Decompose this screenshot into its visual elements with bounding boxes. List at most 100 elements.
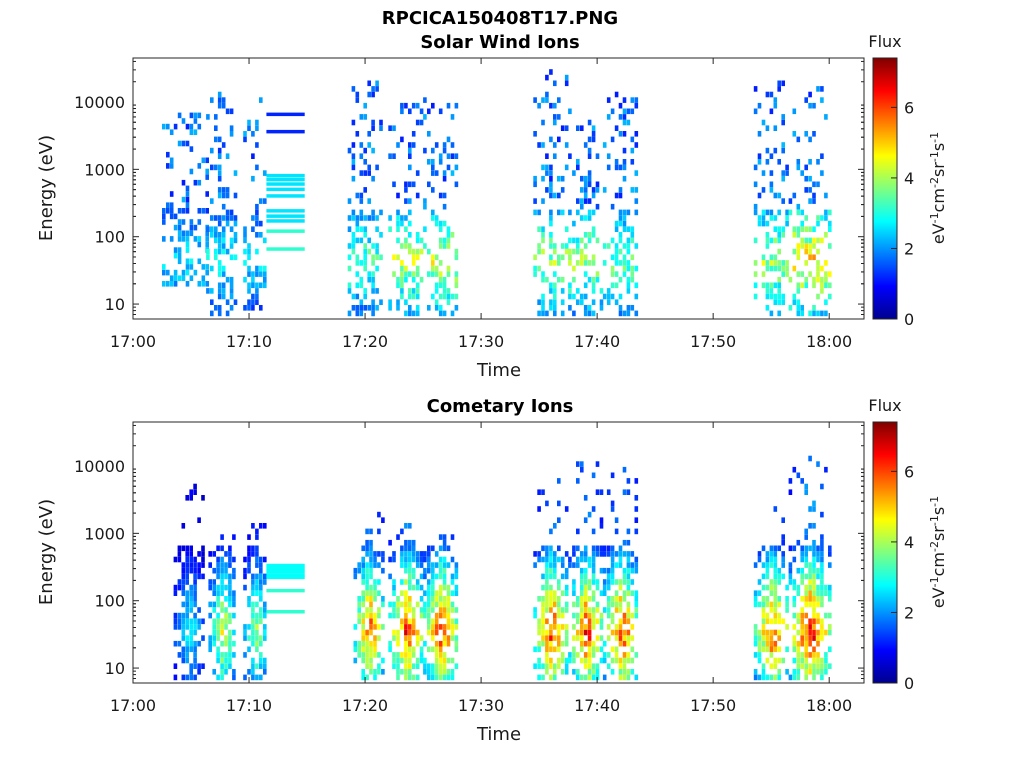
flux-cell: [800, 579, 804, 585]
flux-cell: [427, 562, 431, 568]
flux-cell: [189, 669, 193, 675]
flux-cell: [549, 567, 553, 574]
flux-cell: [400, 556, 404, 563]
calibration-line: [266, 173, 305, 178]
flux-cell: [408, 288, 412, 294]
flux-cell: [560, 640, 565, 647]
flux-cell: [796, 136, 801, 143]
calibration-line: [266, 563, 305, 568]
flux-cell: [251, 618, 255, 625]
flux-cell: [591, 596, 596, 602]
flux-cell: [404, 310, 408, 317]
flux-cell: [773, 567, 778, 574]
flux-cell: [812, 663, 816, 669]
flux-cell: [214, 114, 218, 120]
flux-cell: [634, 170, 639, 176]
flux-cell: [214, 136, 218, 143]
flux-cell: [263, 198, 267, 204]
flux-cell: [812, 181, 816, 188]
flux-cell: [243, 652, 247, 658]
flux-cell: [216, 601, 220, 608]
flux-cell: [824, 192, 828, 199]
flux-cell: [396, 612, 400, 619]
flux-cell: [427, 551, 431, 557]
flux-cell: [816, 276, 820, 283]
flux-cell: [371, 276, 375, 283]
flux-cell: [438, 545, 443, 552]
flux-cell: [251, 573, 255, 580]
flux-cell: [557, 584, 561, 591]
colorbar-tick-label: 4: [904, 533, 914, 552]
flux-cell: [166, 163, 170, 169]
flux-cell: [626, 478, 631, 484]
flux-cell: [606, 97, 611, 103]
flux-cell: [804, 624, 808, 630]
flux-cell: [411, 612, 416, 619]
x-tick-label: 17:20: [342, 696, 388, 715]
flux-cell: [595, 237, 600, 244]
flux-cell: [808, 198, 812, 204]
flux-cell: [580, 601, 584, 608]
flux-cell: [404, 181, 408, 188]
flux-cell: [812, 607, 816, 613]
flux-cell: [595, 618, 600, 625]
flux-cell: [777, 209, 781, 216]
flux-cell: [777, 573, 781, 580]
flux-cell: [576, 159, 580, 165]
flux-cell: [259, 567, 263, 574]
flux-cell: [438, 293, 443, 300]
flux-cell: [537, 226, 541, 232]
flux-cell: [828, 629, 832, 636]
flux-cell: [229, 215, 234, 221]
flux-cell: [777, 159, 781, 165]
flux-cell: [411, 181, 416, 188]
flux-cell: [812, 596, 816, 602]
flux-cell: [224, 596, 228, 602]
flux-cell: [454, 573, 459, 580]
flux-cell: [564, 125, 569, 131]
flux-cell: [185, 230, 190, 237]
flux-cell: [189, 618, 193, 625]
flux-cell: [228, 640, 232, 647]
flux-cell: [392, 663, 396, 669]
flux-cell: [560, 624, 565, 630]
flux-cell: [537, 299, 541, 305]
flux-cell: [580, 125, 584, 131]
flux-cell: [537, 629, 541, 636]
flux-cell: [427, 601, 431, 608]
flux-cell: [816, 590, 820, 596]
flux-cell: [820, 310, 824, 317]
flux-cell: [404, 663, 408, 669]
flux-cell: [557, 517, 561, 523]
flux-cell: [377, 511, 381, 518]
flux-cell: [438, 237, 443, 244]
flux-cell: [438, 663, 443, 669]
flux-cell: [808, 91, 812, 98]
flux-cell: [169, 129, 174, 135]
flux-cell: [583, 192, 588, 199]
flux-cell: [400, 260, 404, 266]
flux-cell: [232, 590, 236, 596]
flux-cell: [761, 635, 766, 641]
flux-cell: [189, 663, 193, 669]
flux-cell: [193, 179, 198, 186]
flux-cell: [626, 489, 631, 495]
flux-cell: [377, 635, 381, 641]
flux-cell: [446, 136, 451, 143]
flux-cell: [173, 269, 178, 276]
flux-cell: [177, 224, 182, 231]
flux-cell: [408, 584, 412, 591]
flux-cell: [824, 260, 828, 266]
flux-cell: [549, 170, 553, 176]
flux-cell: [614, 243, 619, 249]
calibration-line: [266, 575, 305, 580]
flux-cell: [220, 562, 224, 568]
flux-cell: [820, 657, 824, 664]
flux-cell: [757, 220, 762, 227]
flux-cell: [568, 282, 572, 289]
flux-cell: [243, 237, 247, 244]
flux-cell: [450, 114, 455, 120]
flux-cell: [614, 562, 619, 568]
flux-cell: [427, 567, 431, 574]
flux-cell: [583, 271, 588, 277]
